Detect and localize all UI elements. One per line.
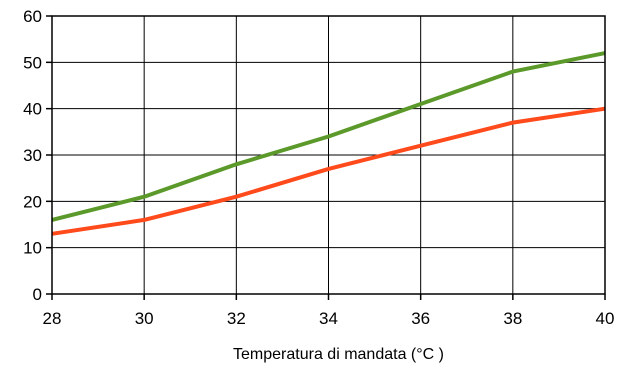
x-tick-label: 28 (43, 309, 62, 328)
y-tick-label: 0 (33, 285, 42, 304)
y-tick-label: 30 (23, 146, 42, 165)
x-axis-title: Temperatura di mandata (°C ) (233, 346, 444, 363)
y-axis-ticks: 0 10 20 30 40 50 60 (23, 7, 52, 304)
x-tick-label: 36 (411, 309, 430, 328)
x-tick-label: 34 (319, 309, 338, 328)
x-tick-label: 32 (227, 309, 246, 328)
x-axis-ticks: 28 30 32 34 36 38 40 (43, 294, 615, 328)
y-tick-label: 20 (23, 192, 42, 211)
x-tick-label: 30 (135, 309, 154, 328)
y-tick-label: 50 (23, 53, 42, 72)
y-tick-label: 40 (23, 100, 42, 119)
series-line-1 (51, 51, 606, 222)
grid (51, 15, 606, 295)
x-tick-label: 38 (503, 309, 522, 328)
y-tick-label: 60 (23, 7, 42, 26)
x-tick-label: 40 (596, 309, 615, 328)
y-tick-label: 10 (23, 239, 42, 258)
